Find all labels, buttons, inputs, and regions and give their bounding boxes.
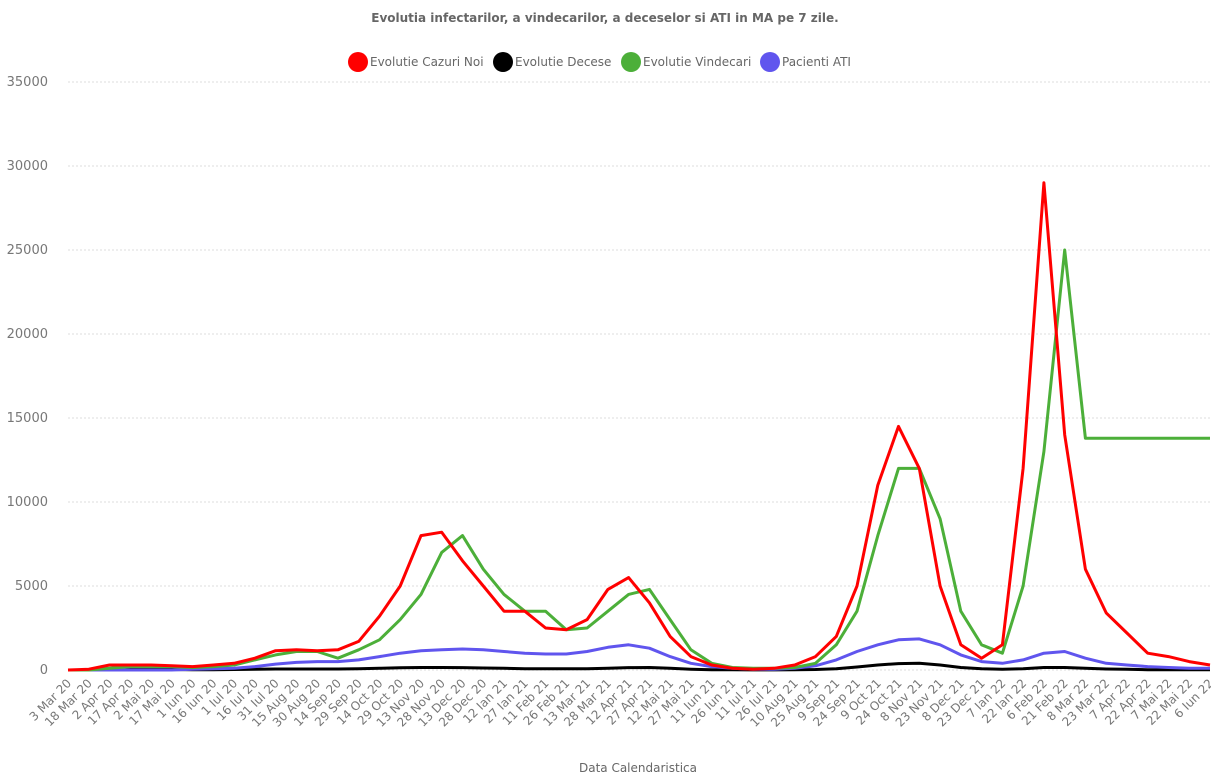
y-tick-label: 30000 — [7, 159, 48, 174]
legend-swatch — [348, 52, 368, 72]
series-line — [68, 248, 1210, 672]
series-line — [68, 637, 1210, 672]
y-tick-label: 0 — [40, 663, 48, 678]
y-tick-label: 35000 — [7, 75, 48, 90]
series-line — [68, 661, 1210, 672]
series-line — [67, 181, 1211, 672]
legend-swatch — [621, 52, 641, 72]
legend-label: Evolutie Decese — [515, 55, 611, 69]
y-tick-label: 20000 — [7, 327, 48, 342]
y-tick-label: 10000 — [7, 495, 48, 510]
legend-label: Evolutie Cazuri Noi — [370, 55, 484, 69]
x-axis-title: Data Calendaristica — [579, 761, 697, 775]
chart-title: Evolutia infectarilor, a vindecarilor, a… — [371, 11, 838, 25]
legend-swatch — [493, 52, 513, 72]
y-tick-label: 15000 — [7, 411, 48, 426]
legend-swatch — [760, 52, 780, 72]
legend-label: Evolutie Vindecari — [643, 55, 751, 69]
y-tick-label: 25000 — [7, 243, 48, 258]
legend-label: Pacienti ATI — [782, 55, 851, 69]
y-tick-label: 5000 — [15, 579, 48, 594]
